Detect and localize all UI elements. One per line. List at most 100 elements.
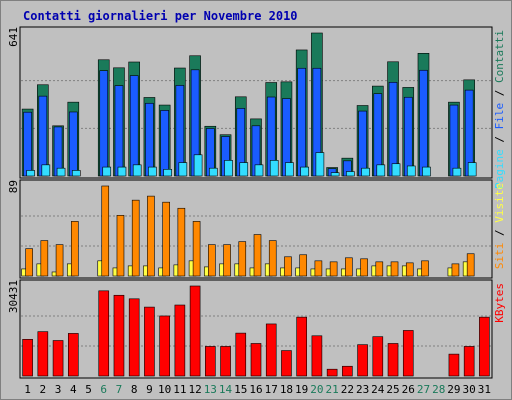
bar-file (160, 110, 169, 177)
bar-siti (345, 257, 353, 277)
bar-pagine (117, 166, 127, 177)
bar-siti (70, 221, 79, 277)
x-tick-label: 18 (280, 383, 293, 396)
bar-pagine (26, 170, 35, 177)
bar-file (145, 102, 154, 177)
bar-siti (192, 221, 201, 277)
bar-pagine (56, 167, 66, 177)
bar-file (68, 111, 78, 177)
bar-pagine (346, 171, 355, 177)
bar-siti (223, 244, 231, 277)
bar-siti (116, 215, 125, 277)
bar-siti (162, 201, 170, 277)
bar-kbytes (67, 333, 79, 377)
bar-siti (299, 254, 307, 277)
bar-kbytes (174, 304, 186, 377)
legend-separator: / (493, 83, 506, 103)
bar-siti (390, 261, 399, 277)
bar-file (419, 69, 428, 177)
legend: KBytes (493, 283, 506, 323)
bar-siti (101, 185, 110, 277)
bar-kbytes (205, 346, 216, 377)
bar-pagine (163, 169, 172, 177)
bar-file (388, 82, 398, 177)
x-tick-label: 17 (265, 383, 278, 396)
bar-kbytes (479, 316, 490, 377)
bar-file (449, 104, 459, 177)
bar-siti (360, 258, 368, 277)
bar-kbytes (311, 335, 323, 377)
bar-siti (314, 260, 323, 277)
legend-separator: / (493, 223, 506, 243)
bar-kbytes (387, 343, 399, 377)
bar-siti (147, 195, 155, 277)
bar-kbytes (159, 315, 170, 377)
bar-siti (131, 199, 140, 277)
bar-siti (466, 253, 475, 277)
bar-file (297, 67, 306, 177)
x-tick-label: 20 (310, 383, 323, 396)
bar-pagine (376, 164, 386, 177)
bar-kbytes (113, 294, 125, 377)
bar-kbytes (98, 290, 110, 377)
x-tick-label: 16 (249, 383, 262, 396)
bar-pagine (102, 166, 112, 177)
panel-bottom: 30431 KBytes (7, 279, 506, 379)
bar-pagine (422, 166, 431, 177)
x-tick-label: 30 (463, 383, 476, 396)
x-tick-label: 29 (447, 383, 460, 396)
x-tick-label: 11 (173, 383, 186, 396)
bar-kbytes (250, 343, 262, 377)
bar-kbytes (52, 340, 64, 377)
x-tick-label: 15 (234, 383, 247, 396)
bar-siti (451, 263, 460, 277)
x-tick-label: 27 (417, 383, 430, 396)
chart-title: Contatti giornalieri per Novembre 2010 (23, 9, 298, 23)
bar-pagine (224, 160, 233, 177)
legend-entry-contatti: Contatti (493, 30, 506, 83)
bar-pagine (193, 154, 203, 177)
x-tick-label: 1 (24, 383, 31, 396)
bar-file (403, 96, 413, 177)
x-tick-label: 7 (116, 383, 123, 396)
x-tick-label: 19 (295, 383, 308, 396)
bar-file (373, 93, 383, 177)
bar-siti (40, 240, 49, 277)
x-tick-label: 26 (402, 383, 415, 396)
bar-pagine (467, 162, 477, 177)
y-max-label: 30431 (7, 280, 20, 313)
legend-entry-siti: Siti (493, 243, 506, 270)
bar-pagine (285, 162, 294, 177)
bar-pagine (300, 166, 309, 177)
bar-pagine (209, 167, 218, 177)
legend: Pagine / File / Contatti (493, 30, 506, 189)
bar-file (99, 70, 109, 177)
bar-kbytes (402, 330, 414, 377)
bar-pagine (391, 163, 401, 177)
bar-kbytes (326, 368, 338, 377)
x-tick-label: 3 (55, 383, 62, 396)
bar-pagine (330, 172, 340, 177)
x-tick-label: 23 (356, 383, 369, 396)
bar-siti (238, 241, 247, 277)
bar-kbytes (144, 306, 155, 377)
x-tick-label: 9 (146, 383, 153, 396)
x-tick-label: 8 (131, 383, 138, 396)
bar-kbytes (189, 285, 201, 377)
bar-pagine (254, 164, 264, 177)
bar-siti (25, 248, 33, 277)
bar-file (358, 110, 367, 177)
bar-kbytes (357, 344, 368, 377)
legend: Siti / Visite (493, 183, 506, 269)
bar-pagine (315, 152, 325, 177)
x-tick-label: 5 (85, 383, 92, 396)
panel-top: 641 Pagine / File / Contatti (7, 26, 506, 189)
bar-kbytes (265, 323, 277, 377)
panel-mid: 89 Siti / Visite (7, 179, 506, 279)
bar-pagine (269, 160, 279, 177)
bar-kbytes (281, 350, 292, 377)
bar-pagine (178, 162, 188, 177)
y-max-label: 89 (7, 180, 20, 193)
x-tick-label: 25 (386, 383, 399, 396)
bar-pagine (41, 164, 51, 177)
